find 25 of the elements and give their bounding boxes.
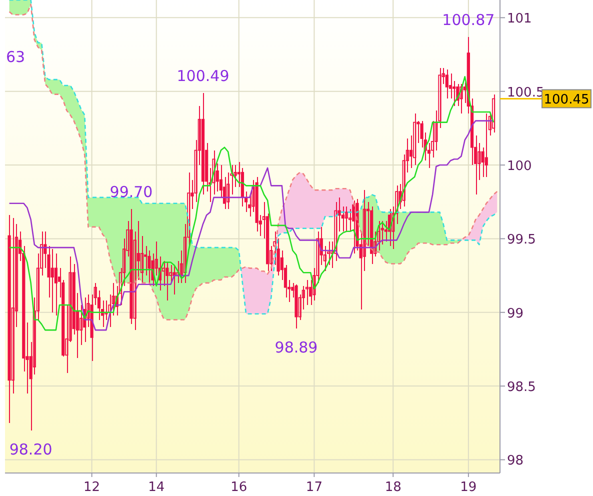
- x-tick-label: 12: [84, 480, 100, 495]
- x-tick-label: 14: [148, 480, 165, 495]
- x-tick-label: 19: [460, 480, 477, 495]
- annotation: 98.89: [274, 338, 318, 357]
- y-tick-label: 100: [507, 159, 532, 174]
- candlestick: [413, 112, 416, 166]
- annotation: 98.20: [9, 440, 52, 458]
- annotation: 63: [6, 48, 26, 66]
- y-tick-label: 98.5: [507, 380, 536, 396]
- annotation: 99.70: [110, 183, 153, 202]
- x-tick-label: 18: [384, 480, 402, 495]
- x-tick-label: 17: [306, 480, 322, 495]
- annotation: 100.49: [176, 66, 230, 85]
- y-tick-label: 101: [507, 12, 532, 27]
- candlestick: [162, 260, 166, 286]
- y-tick-label: 99.5: [507, 232, 536, 248]
- ref-line-label: 100.45: [544, 92, 590, 108]
- y-tick-label: 99: [507, 306, 524, 322]
- candlestick: [226, 172, 230, 210]
- candlestick: [344, 206, 348, 232]
- candlestick: [460, 83, 463, 114]
- x-tick-label: 16: [230, 480, 248, 495]
- y-tick-label: 98: [507, 454, 524, 469]
- annotation: 100.87: [442, 10, 495, 29]
- candlestick: [492, 94, 496, 134]
